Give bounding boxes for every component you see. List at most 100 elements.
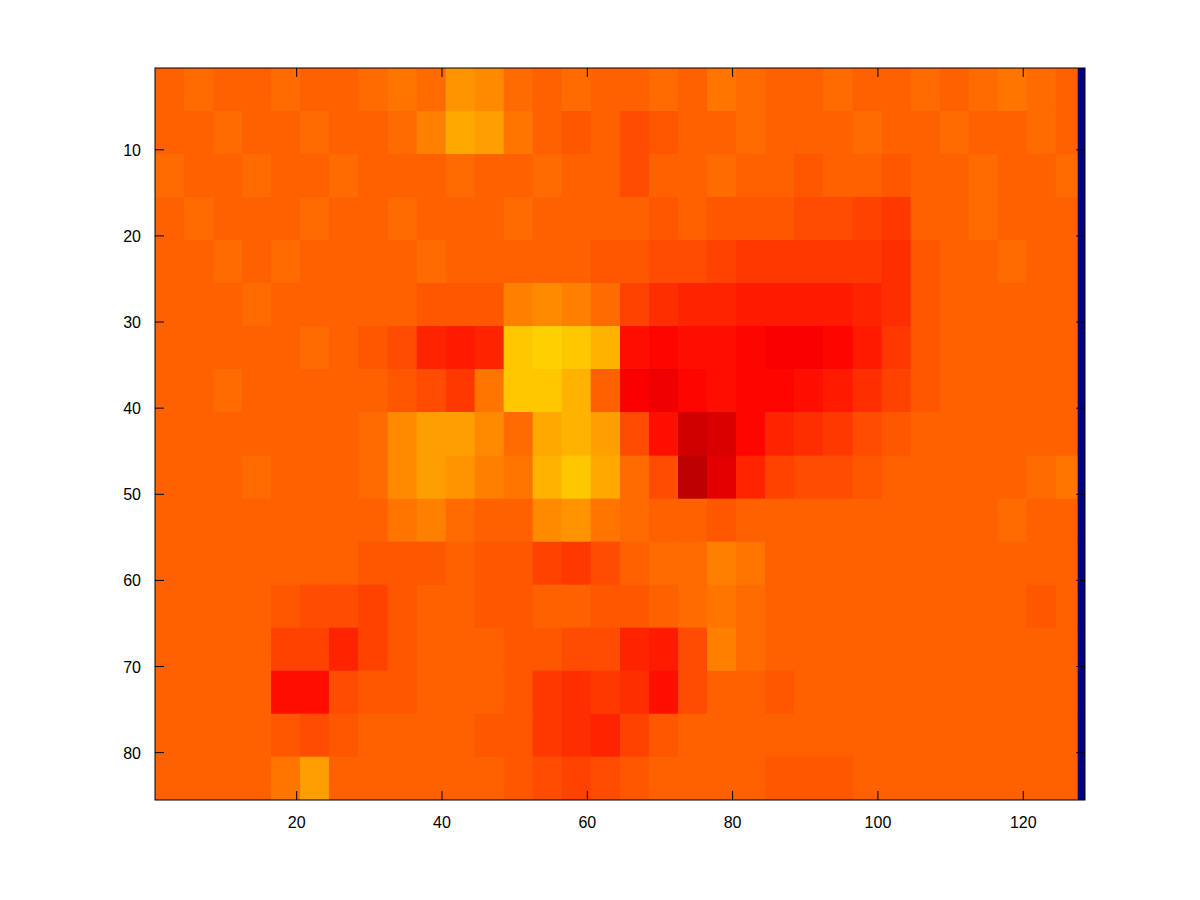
- cell: [417, 757, 447, 800]
- cell: [969, 197, 999, 241]
- cell: [446, 240, 476, 284]
- cell: [707, 499, 737, 543]
- cell: [911, 111, 941, 155]
- cell: [1078, 671, 1085, 715]
- cell: [591, 757, 621, 800]
- cell: [213, 456, 243, 500]
- cell: [533, 585, 563, 629]
- cell: [998, 369, 1028, 413]
- cell: [911, 412, 941, 456]
- y-tick-right: [1076, 666, 1085, 667]
- cell: [1027, 628, 1057, 672]
- cell: [533, 671, 563, 715]
- cell: [533, 542, 563, 586]
- cell: [446, 499, 476, 543]
- cell: [329, 714, 359, 758]
- cell: [794, 499, 824, 543]
- cell: [417, 240, 447, 284]
- y-tick-right: [1076, 149, 1085, 150]
- cell: [678, 671, 708, 715]
- cell: [300, 154, 330, 198]
- cell: [213, 585, 243, 629]
- cell: [591, 154, 621, 198]
- cell: [242, 456, 272, 500]
- cell: [388, 412, 418, 456]
- cell: [242, 499, 272, 543]
- cell: [707, 628, 737, 672]
- cell: [562, 542, 592, 586]
- cell: [823, 499, 853, 543]
- cell: [649, 197, 679, 241]
- cell: [853, 240, 883, 284]
- cell: [1027, 326, 1057, 370]
- cell: [184, 456, 214, 500]
- cell: [998, 456, 1028, 500]
- cell: [911, 585, 941, 629]
- cell: [823, 412, 853, 456]
- cell: [475, 628, 505, 672]
- cell: [707, 68, 737, 112]
- cell: [765, 283, 795, 327]
- cell: [678, 714, 708, 758]
- cell: [184, 154, 214, 198]
- cell: [213, 757, 243, 800]
- cell: [329, 499, 359, 543]
- cell: [649, 714, 679, 758]
- y-tick: [155, 580, 164, 581]
- cell: [823, 369, 853, 413]
- cell: [998, 757, 1028, 800]
- cell: [213, 240, 243, 284]
- cell: [475, 240, 505, 284]
- cell: [882, 369, 912, 413]
- cell: [1027, 240, 1057, 284]
- cell: [155, 456, 185, 500]
- cell: [853, 369, 883, 413]
- cell: [882, 154, 912, 198]
- cell: [940, 456, 970, 500]
- cell: [504, 240, 534, 284]
- cell: [1056, 283, 1078, 327]
- cell: [271, 412, 301, 456]
- cell: [707, 542, 737, 586]
- cell: [911, 240, 941, 284]
- cell: [591, 412, 621, 456]
- cell: [882, 326, 912, 370]
- cell: [823, 283, 853, 327]
- cell: [707, 197, 737, 241]
- cell: [1027, 369, 1057, 413]
- cell: [358, 68, 388, 112]
- cell: [562, 369, 592, 413]
- cell: [155, 714, 185, 758]
- cell: [620, 154, 650, 198]
- cell: [911, 671, 941, 715]
- cell: [794, 240, 824, 284]
- cell: [446, 111, 476, 155]
- cell: [446, 714, 476, 758]
- cell: [649, 154, 679, 198]
- cell: [533, 283, 563, 327]
- x-tick-label: 120: [1010, 814, 1037, 831]
- cell: [1056, 154, 1078, 198]
- cell: [213, 671, 243, 715]
- x-tick: [587, 791, 588, 800]
- cell: [417, 412, 447, 456]
- cell: [562, 412, 592, 456]
- cell: [1078, 628, 1085, 672]
- cell: [417, 585, 447, 629]
- cell: [358, 240, 388, 284]
- cell: [765, 369, 795, 413]
- cell: [475, 326, 505, 370]
- cell: [446, 628, 476, 672]
- cell: [155, 412, 185, 456]
- cell: [213, 542, 243, 586]
- cell: [475, 585, 505, 629]
- cell: [591, 240, 621, 284]
- cell: [1078, 197, 1085, 241]
- cell: [1027, 757, 1057, 800]
- cell: [329, 456, 359, 500]
- cell: [765, 714, 795, 758]
- cell: [388, 326, 418, 370]
- cell: [998, 628, 1028, 672]
- cell: [1056, 714, 1078, 758]
- cell: [998, 585, 1028, 629]
